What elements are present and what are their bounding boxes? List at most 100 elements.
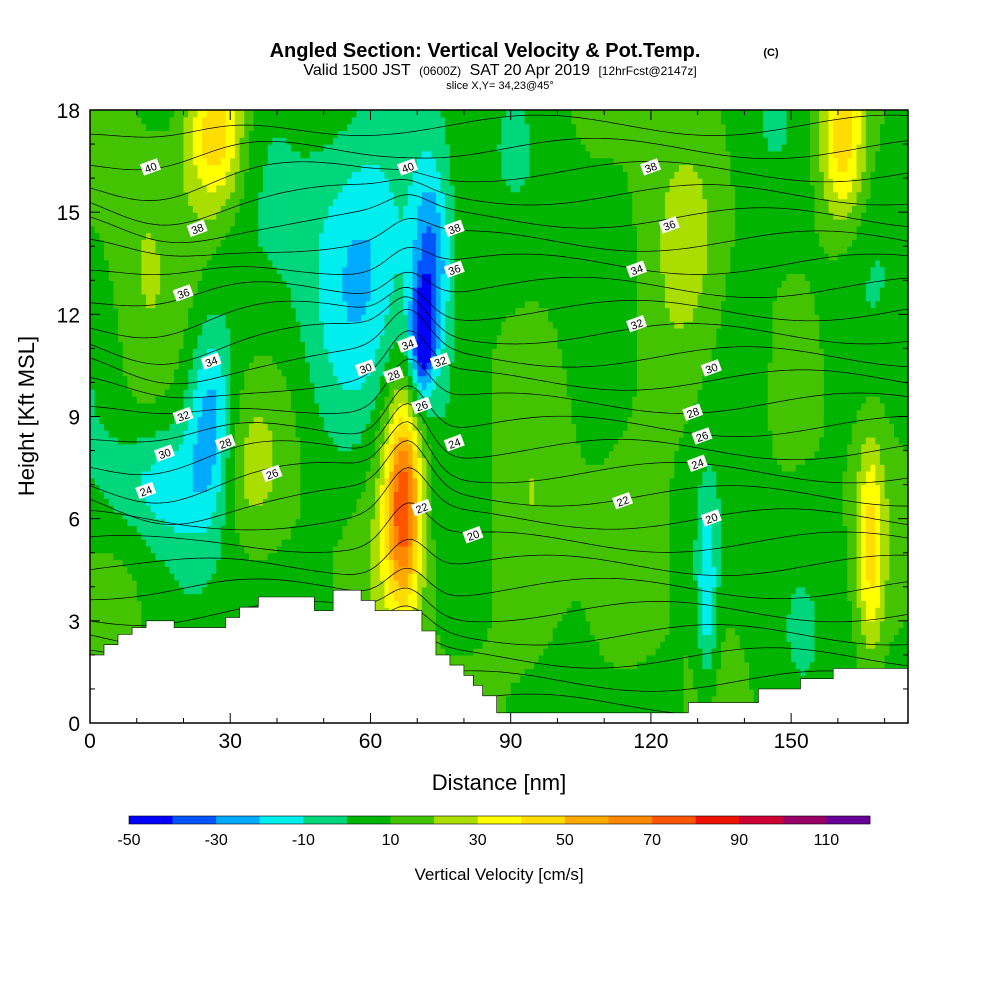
velocity-cell (178, 559, 185, 567)
velocity-cell (127, 477, 133, 486)
velocity-cell (319, 184, 325, 193)
velocity-cell (234, 443, 241, 452)
velocity-cell (150, 321, 157, 329)
velocity-cell (300, 232, 306, 241)
velocity-cell (239, 552, 245, 561)
velocity-cell (225, 164, 231, 172)
velocity-cell (333, 368, 339, 377)
velocity-cell (211, 457, 217, 465)
velocity-cell (197, 402, 203, 411)
velocity-cell (248, 484, 255, 493)
velocity-cell (113, 498, 119, 506)
velocity-cell (342, 491, 348, 499)
velocity-cell (253, 287, 259, 295)
velocity-cell (319, 423, 325, 431)
velocity-cell (202, 396, 208, 404)
velocity-cell (206, 300, 213, 309)
velocity-cell (132, 614, 138, 622)
velocity-cell (323, 171, 329, 179)
velocity-cell (94, 545, 100, 554)
velocity-cell (244, 205, 250, 213)
velocity-cell (188, 382, 194, 390)
velocity-cell (146, 218, 152, 227)
velocity-cell (127, 164, 133, 172)
velocity-cell (281, 293, 287, 302)
velocity-cell (267, 348, 273, 356)
velocity-cell (188, 110, 194, 118)
velocity-cell (202, 266, 208, 275)
velocity-cell (108, 518, 114, 527)
velocity-cell (347, 532, 353, 540)
velocity-cell (234, 164, 241, 172)
velocity-cell (174, 191, 180, 200)
velocity-cell (146, 205, 152, 213)
velocity-cell (216, 552, 222, 561)
velocity-cell (146, 511, 152, 520)
velocity-cell (262, 409, 269, 418)
velocity-cell (342, 110, 348, 118)
velocity-cell (113, 423, 119, 431)
velocity-cell (136, 171, 143, 179)
velocity-cell (272, 157, 278, 166)
velocity-cell (132, 110, 138, 118)
velocity-cell (113, 368, 119, 377)
velocity-cell (281, 443, 287, 452)
velocity-cell (178, 477, 185, 486)
velocity-cell (276, 287, 283, 295)
velocity-cell (136, 287, 143, 295)
velocity-cell (90, 450, 96, 458)
velocity-cell (197, 321, 203, 329)
velocity-cell (248, 205, 255, 213)
velocity-cell (108, 225, 114, 234)
velocity-cell (122, 423, 128, 431)
velocity-cell (174, 246, 180, 254)
velocity-cell (90, 327, 96, 336)
velocity-cell (239, 532, 245, 540)
velocity-cell (239, 477, 245, 486)
velocity-cell (150, 559, 157, 567)
velocity-cell (122, 341, 128, 349)
velocity-cell (141, 137, 147, 145)
velocity-cell (192, 300, 199, 309)
velocity-cell (141, 280, 147, 288)
velocity-cell (342, 518, 348, 527)
velocity-cell (216, 116, 222, 125)
velocity-cell (239, 409, 245, 418)
velocity-cell (333, 198, 339, 206)
velocity-cell (174, 164, 180, 172)
velocity-cell (146, 457, 152, 465)
velocity-cell (122, 430, 128, 438)
velocity-cell (262, 225, 269, 234)
velocity-cell (183, 389, 189, 397)
velocity-cell (113, 464, 119, 472)
velocity-cell (253, 239, 259, 247)
velocity-cell (104, 144, 110, 152)
velocity-cell (183, 430, 189, 438)
velocity-cell (164, 423, 171, 431)
velocity-cell (108, 218, 114, 227)
velocity-cell (276, 218, 283, 227)
velocity-cell (267, 443, 273, 452)
velocity-cell (244, 178, 250, 186)
velocity-cell (192, 184, 199, 193)
velocity-cell (220, 253, 227, 261)
velocity-cell (295, 198, 301, 206)
velocity-cell (90, 239, 96, 247)
velocity-cell (281, 382, 287, 390)
velocity-cell (290, 164, 297, 172)
velocity-cell (234, 409, 241, 418)
velocity-cell (127, 491, 133, 499)
velocity-cell (174, 573, 180, 581)
velocity-cell (127, 314, 133, 322)
velocity-cell (309, 552, 315, 561)
velocity-cell (104, 620, 110, 629)
velocity-cell (323, 280, 329, 288)
velocity-cell (220, 300, 227, 309)
velocity-cell (323, 450, 329, 458)
velocity-cell (122, 178, 128, 186)
velocity-cell (300, 566, 306, 574)
velocity-cell (113, 539, 119, 547)
velocity-cell (239, 600, 245, 608)
velocity-cell (99, 205, 105, 213)
velocity-cell (188, 566, 194, 574)
